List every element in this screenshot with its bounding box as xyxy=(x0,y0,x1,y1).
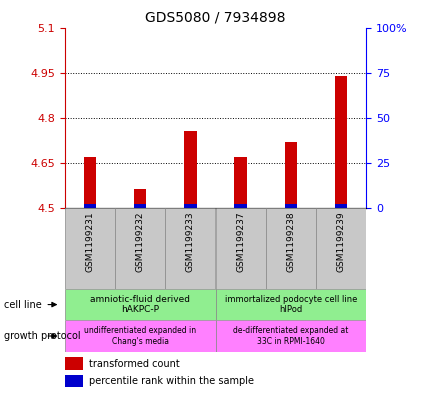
Bar xyxy=(83,157,96,208)
Text: GSM1199238: GSM1199238 xyxy=(286,211,295,272)
Bar xyxy=(133,189,146,208)
Text: GSM1199233: GSM1199233 xyxy=(185,211,194,272)
Bar xyxy=(115,208,165,289)
Bar xyxy=(265,208,315,289)
Text: cell line: cell line xyxy=(4,299,42,310)
Bar xyxy=(64,375,83,387)
Text: GSM1199231: GSM1199231 xyxy=(85,211,94,272)
Text: transformed count: transformed count xyxy=(89,358,179,369)
Title: GDS5080 / 7934898: GDS5080 / 7934898 xyxy=(145,11,285,25)
Text: GSM1199239: GSM1199239 xyxy=(336,211,345,272)
Text: de-differentiated expanded at
33C in RPMI-1640: de-differentiated expanded at 33C in RPM… xyxy=(233,326,348,346)
Text: undifferentiated expanded in
Chang's media: undifferentiated expanded in Chang's med… xyxy=(84,326,196,346)
Text: percentile rank within the sample: percentile rank within the sample xyxy=(89,376,253,386)
Bar xyxy=(64,357,83,369)
Bar xyxy=(334,204,347,208)
Bar xyxy=(234,157,246,208)
Bar xyxy=(315,208,366,289)
Text: GSM1199232: GSM1199232 xyxy=(135,211,144,272)
Text: growth protocol: growth protocol xyxy=(4,331,81,341)
Bar xyxy=(165,208,215,289)
Bar xyxy=(184,132,196,208)
Bar xyxy=(284,204,297,208)
Bar xyxy=(215,208,265,289)
Text: amniotic-fluid derived
hAKPC-P: amniotic-fluid derived hAKPC-P xyxy=(90,295,190,314)
Bar xyxy=(334,76,347,208)
Bar xyxy=(184,204,196,208)
Text: GSM1199237: GSM1199237 xyxy=(236,211,245,272)
Bar xyxy=(215,320,366,352)
Bar xyxy=(64,208,115,289)
Bar xyxy=(83,204,96,208)
Bar xyxy=(234,204,246,208)
Text: immortalized podocyte cell line
hIPod: immortalized podocyte cell line hIPod xyxy=(224,295,356,314)
Bar xyxy=(133,204,146,208)
Bar xyxy=(64,289,215,320)
Bar xyxy=(284,142,297,208)
Bar xyxy=(64,320,215,352)
Bar xyxy=(215,289,366,320)
